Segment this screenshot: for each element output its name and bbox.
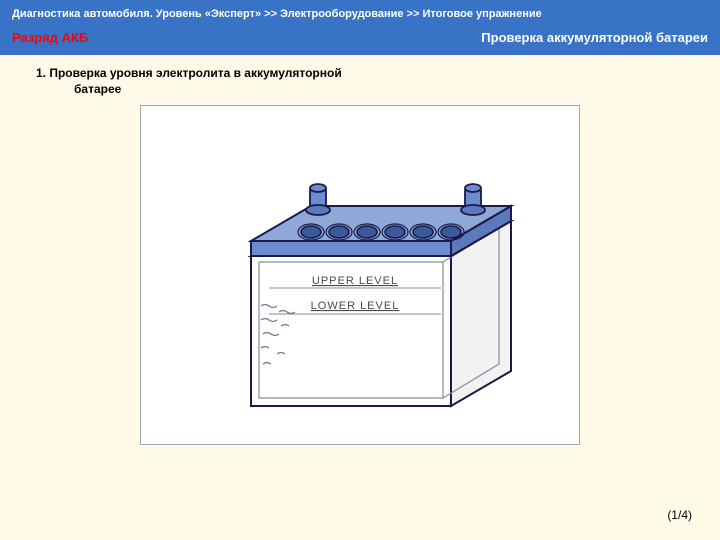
upper-level-label: UPPER LEVEL	[312, 275, 398, 287]
lower-level-label: LOWER LEVEL	[311, 300, 400, 312]
pager: (1/4)	[667, 508, 692, 522]
content-area: 1. Проверка уровня электролита в аккумул…	[0, 55, 720, 455]
battery-illustration: UPPER LEVEL LOWER LEVEL	[141, 106, 581, 446]
step-line-1: 1. Проверка уровня электролита в аккумул…	[36, 66, 342, 80]
title-task: Проверка аккумуляторной батареи	[481, 30, 708, 45]
figure-panel: UPPER LEVEL LOWER LEVEL	[140, 105, 580, 445]
breadcrumb: Диагностика автомобиля. Уровень «Эксперт…	[12, 8, 708, 20]
title-row: Разряд АКБ Проверка аккумуляторной батар…	[12, 30, 708, 45]
header: Диагностика автомобиля. Уровень «Эксперт…	[0, 0, 720, 55]
step-line-2: батарее	[36, 81, 376, 97]
step-title: 1. Проверка уровня электролита в аккумул…	[36, 65, 376, 97]
title-topic: Разряд АКБ	[12, 30, 88, 45]
